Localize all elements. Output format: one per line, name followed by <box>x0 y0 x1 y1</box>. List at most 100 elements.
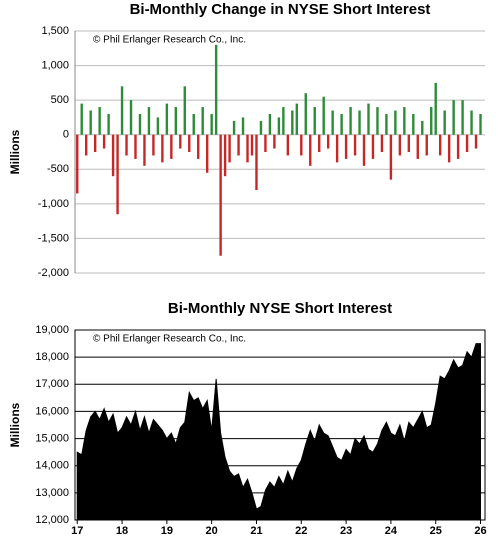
bar <box>362 134 366 166</box>
bar <box>353 134 357 156</box>
bar <box>277 117 281 135</box>
bar <box>291 110 294 135</box>
bar <box>179 134 182 149</box>
bar <box>152 134 155 156</box>
bar <box>367 103 370 135</box>
bar <box>309 134 312 166</box>
bar <box>228 134 231 163</box>
bar <box>120 86 124 135</box>
y-tick-label: 0 <box>63 129 69 141</box>
bar <box>223 134 227 177</box>
annotation: © Phil Erlanger Research Co., Inc. <box>93 35 246 46</box>
bar <box>85 134 88 156</box>
x-tick-label: 25 <box>430 525 442 537</box>
y-tick-label: -500 <box>47 163 69 175</box>
y-tick-label: 13,000 <box>35 487 69 499</box>
bar <box>80 103 83 135</box>
bar <box>197 134 200 159</box>
bar <box>237 134 240 156</box>
bar <box>170 134 173 159</box>
y-tick-label: 1,000 <box>41 59 69 71</box>
bar <box>93 134 97 152</box>
bar <box>295 103 299 135</box>
bar <box>447 134 451 163</box>
bar <box>389 134 393 180</box>
y-tick-label: -2,000 <box>38 267 69 279</box>
y-tick-label: 12,000 <box>35 514 69 526</box>
bar <box>371 134 375 159</box>
bar <box>380 134 384 152</box>
bar <box>416 134 419 159</box>
y-tick-label: 18,000 <box>35 351 69 363</box>
bar <box>214 44 218 135</box>
bar <box>165 103 169 135</box>
bar <box>241 117 245 135</box>
bar <box>161 134 164 163</box>
bar <box>273 134 276 149</box>
x-tick-label: 18 <box>116 525 128 537</box>
x-tick-label: 17 <box>71 525 83 537</box>
x-tick-label: 20 <box>206 525 218 537</box>
bar <box>326 134 330 149</box>
bar <box>331 110 334 135</box>
bar <box>129 100 133 135</box>
bar <box>268 113 272 135</box>
bar <box>188 134 191 152</box>
bar <box>174 107 178 135</box>
bar <box>335 134 339 163</box>
chart-title: Bi-Monthly NYSE Short Interest <box>168 300 392 317</box>
bar <box>358 110 361 135</box>
bar <box>134 134 137 159</box>
bar <box>246 134 249 163</box>
bar <box>89 110 92 135</box>
bar <box>474 134 478 149</box>
bar <box>259 120 263 135</box>
bar <box>143 134 146 166</box>
bar <box>76 134 79 194</box>
bar <box>385 113 388 135</box>
bar <box>183 86 186 135</box>
bar <box>125 134 128 156</box>
bar <box>219 134 222 256</box>
bar <box>394 110 397 135</box>
bar <box>344 134 348 159</box>
bar <box>438 134 442 156</box>
y-axis-label: Millions <box>8 129 22 174</box>
y-tick-label: 14,000 <box>35 460 69 472</box>
bar <box>456 134 460 159</box>
x-tick-label: 19 <box>161 525 173 537</box>
bar <box>318 134 321 152</box>
y-tick-label: 15,000 <box>35 432 69 444</box>
area <box>76 343 482 521</box>
bar <box>156 117 160 135</box>
bar <box>322 96 325 135</box>
bar <box>376 107 379 135</box>
bar <box>107 113 110 135</box>
bar <box>116 134 119 215</box>
bar <box>264 134 267 152</box>
bar <box>255 134 258 191</box>
bar <box>452 100 455 135</box>
bar <box>425 134 428 156</box>
bar <box>286 134 290 156</box>
x-tick-label: 21 <box>250 525 262 537</box>
bar <box>421 120 424 135</box>
y-tick-label: 19,000 <box>35 324 69 336</box>
bar <box>430 107 433 135</box>
bar <box>412 113 415 135</box>
bar <box>250 134 254 156</box>
y-tick-label: 17,000 <box>35 378 69 390</box>
bar <box>232 120 236 135</box>
bar <box>205 134 209 173</box>
chart-title: Bi-Monthly Change in NYSE Short Interest <box>130 1 431 18</box>
bar <box>192 113 195 135</box>
y-tick-label: 1,500 <box>41 25 69 37</box>
bar <box>201 107 204 135</box>
bar <box>465 134 469 152</box>
y-tick-label: 500 <box>51 94 69 106</box>
x-tick-label: 26 <box>474 525 486 537</box>
bar <box>461 100 464 135</box>
bar <box>102 134 106 149</box>
bar <box>304 93 307 135</box>
